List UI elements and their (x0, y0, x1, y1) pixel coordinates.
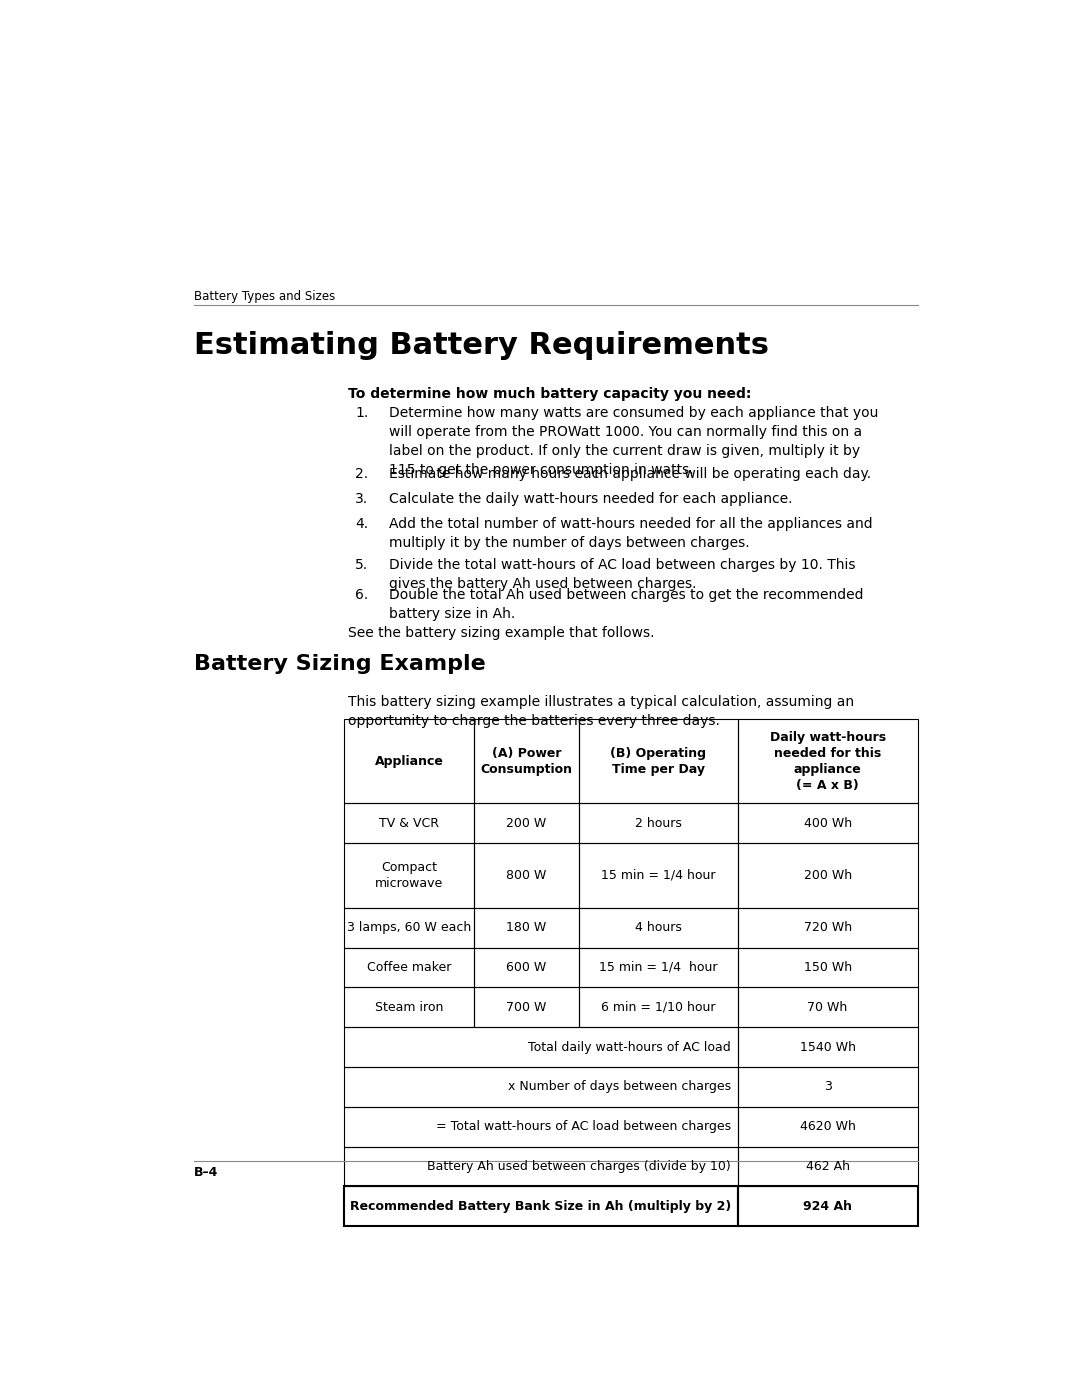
Text: 70 Wh: 70 Wh (808, 1000, 848, 1014)
Text: (B) Operating
Time per Day: (B) Operating Time per Day (610, 747, 706, 775)
Text: To determine how much battery capacity you need:: To determine how much battery capacity y… (349, 387, 752, 401)
Bar (738, 803, 918, 844)
Text: 720 Wh: 720 Wh (804, 921, 852, 935)
Bar (579, 908, 738, 947)
Bar (474, 844, 579, 908)
Bar (345, 719, 474, 803)
Text: = Total watt-hours of AC load between charges: = Total watt-hours of AC load between ch… (436, 1120, 731, 1133)
Text: Coffee maker: Coffee maker (367, 961, 451, 974)
Text: Appliance: Appliance (375, 754, 444, 768)
Text: 3.: 3. (355, 493, 368, 507)
Text: (A) Power
Consumption: (A) Power Consumption (481, 747, 572, 775)
Text: Determine how many watts are consumed by each appliance that you
will operate fr: Determine how many watts are consumed by… (389, 407, 878, 478)
Text: 150 Wh: 150 Wh (804, 961, 852, 974)
Text: 3 lamps, 60 W each: 3 lamps, 60 W each (347, 921, 471, 935)
Bar (579, 947, 738, 988)
Text: Estimate how many hours each appliance will be operating each day.: Estimate how many hours each appliance w… (389, 467, 870, 481)
Text: See the battery sizing example that follows.: See the battery sizing example that foll… (349, 626, 654, 640)
Bar (345, 844, 474, 908)
Text: Daily watt-hours
needed for this
appliance
(= A x B): Daily watt-hours needed for this applian… (770, 731, 886, 792)
Bar (345, 908, 474, 947)
Bar (345, 1067, 738, 1106)
Bar (738, 1027, 918, 1067)
Text: 4 hours: 4 hours (635, 921, 681, 935)
Text: 180 W: 180 W (507, 921, 546, 935)
Text: Battery Sizing Example: Battery Sizing Example (193, 654, 485, 673)
Bar (738, 1067, 918, 1106)
Bar (579, 803, 738, 844)
Bar (474, 719, 579, 803)
Bar (738, 988, 918, 1027)
Text: 200 W: 200 W (507, 817, 546, 830)
Text: 15 min = 1/4  hour: 15 min = 1/4 hour (599, 961, 717, 974)
Bar (345, 1106, 738, 1147)
Text: x Number of days between charges: x Number of days between charges (508, 1080, 731, 1094)
Text: 700 W: 700 W (507, 1000, 546, 1014)
Text: 4.: 4. (355, 517, 368, 531)
Bar (474, 988, 579, 1027)
Text: Recommended Battery Bank Size in Ah (multiply by 2): Recommended Battery Bank Size in Ah (mul… (350, 1200, 731, 1213)
Bar (345, 1147, 738, 1186)
Bar (738, 1106, 918, 1147)
Text: Double the total Ah used between charges to get the recommended
battery size in : Double the total Ah used between charges… (389, 588, 863, 622)
Text: 600 W: 600 W (507, 961, 546, 974)
Bar (738, 1186, 918, 1227)
Text: 2 hours: 2 hours (635, 817, 681, 830)
Bar (738, 947, 918, 988)
Text: Compact
microwave: Compact microwave (375, 861, 443, 890)
Text: Battery Ah used between charges (divide by 10): Battery Ah used between charges (divide … (428, 1160, 731, 1173)
Text: 1540 Wh: 1540 Wh (799, 1041, 855, 1053)
Bar (738, 719, 918, 803)
Text: 200 Wh: 200 Wh (804, 869, 852, 882)
Text: 15 min = 1/4 hour: 15 min = 1/4 hour (600, 869, 715, 882)
Text: Calculate the daily watt-hours needed for each appliance.: Calculate the daily watt-hours needed fo… (389, 493, 792, 507)
Text: Battery Types and Sizes: Battery Types and Sizes (193, 291, 335, 303)
Text: 2.: 2. (355, 467, 368, 481)
Text: Estimating Battery Requirements: Estimating Battery Requirements (193, 331, 769, 360)
Bar (345, 1186, 738, 1227)
Text: 6 min = 1/10 hour: 6 min = 1/10 hour (600, 1000, 715, 1014)
Bar (345, 988, 474, 1027)
Text: 1.: 1. (355, 407, 368, 420)
Bar (474, 947, 579, 988)
Text: 800 W: 800 W (507, 869, 546, 882)
Bar (738, 1147, 918, 1186)
Text: Divide the total watt-hours of AC load between charges by 10. This
gives the bat: Divide the total watt-hours of AC load b… (389, 559, 855, 591)
Bar (474, 908, 579, 947)
Text: 4620 Wh: 4620 Wh (799, 1120, 855, 1133)
Text: 5.: 5. (355, 559, 368, 573)
Bar (579, 844, 738, 908)
Text: 462 Ah: 462 Ah (806, 1160, 850, 1173)
Bar (474, 803, 579, 844)
Text: 3: 3 (824, 1080, 832, 1094)
Bar (579, 719, 738, 803)
Text: 400 Wh: 400 Wh (804, 817, 852, 830)
Text: B–4: B–4 (193, 1166, 218, 1179)
Text: Add the total number of watt-hours needed for all the appliances and
multiply it: Add the total number of watt-hours neede… (389, 517, 873, 550)
Text: Steam iron: Steam iron (375, 1000, 443, 1014)
Text: This battery sizing example illustrates a typical calculation, assuming an
oppor: This battery sizing example illustrates … (349, 694, 854, 728)
Bar (738, 844, 918, 908)
Text: Total daily watt-hours of AC load: Total daily watt-hours of AC load (528, 1041, 731, 1053)
Bar (345, 803, 474, 844)
Text: TV & VCR: TV & VCR (379, 817, 440, 830)
Bar (345, 1027, 738, 1067)
Bar (579, 988, 738, 1027)
Text: 6.: 6. (355, 588, 368, 602)
Text: 924 Ah: 924 Ah (804, 1200, 852, 1213)
Bar (345, 947, 474, 988)
Bar (738, 908, 918, 947)
